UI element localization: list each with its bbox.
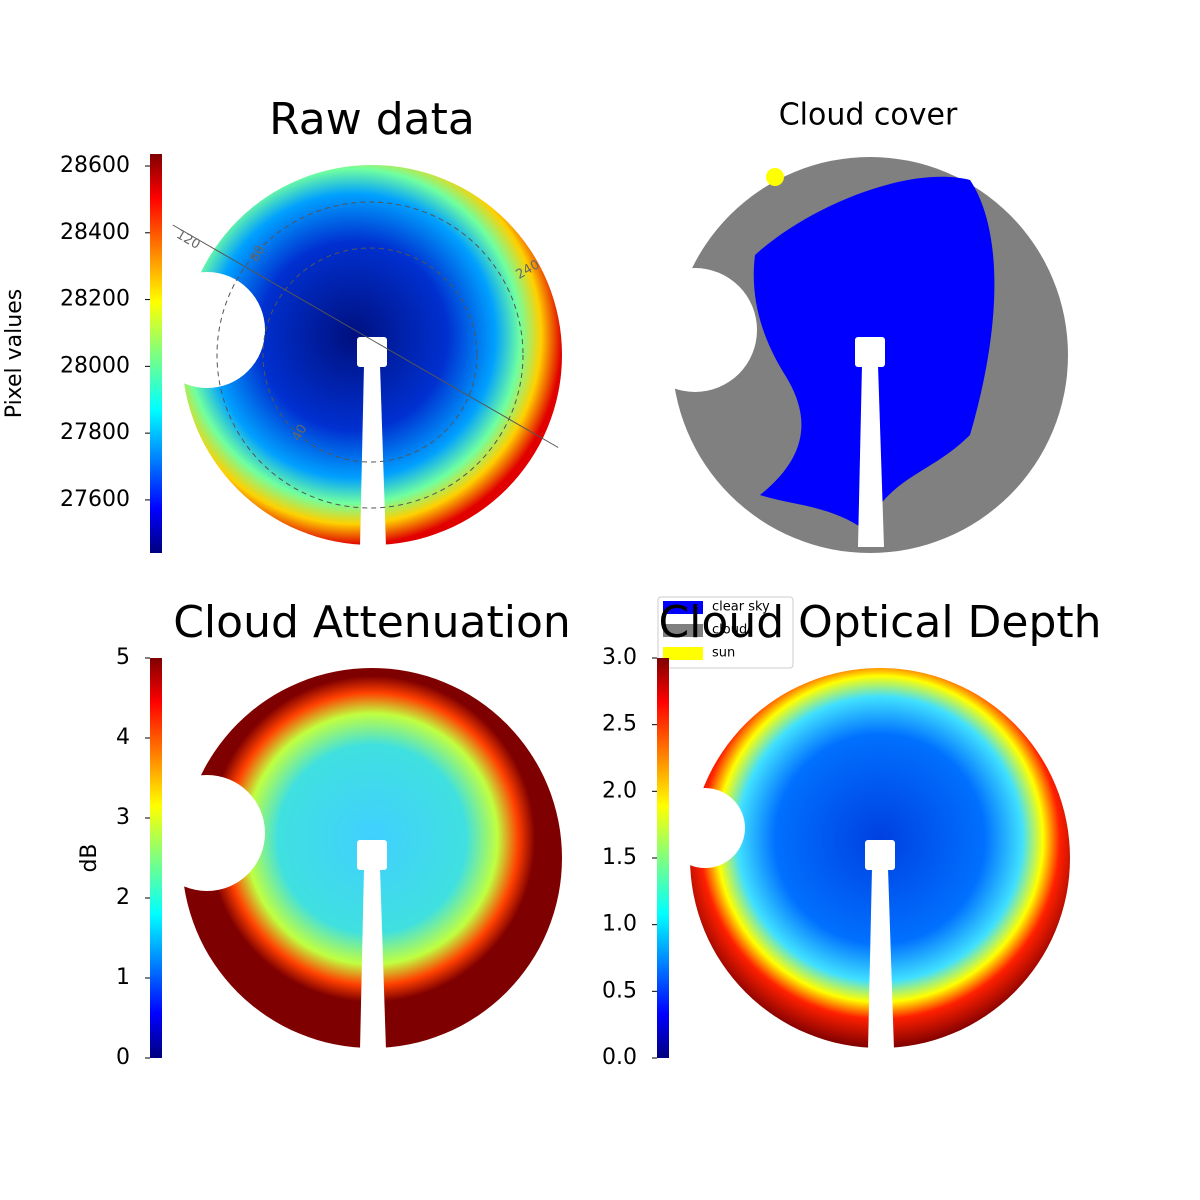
colorbar-tick-label: 1 (116, 965, 130, 990)
polar-label: 80 (247, 243, 268, 265)
image-mask (149, 272, 265, 388)
colorbar-tick-label: 0.5 (602, 978, 637, 1003)
colorbar-label: dB (77, 843, 102, 872)
colorbar (150, 154, 162, 553)
mast-head (357, 840, 387, 870)
colorbar (150, 658, 162, 1058)
colorbar-tick-label: 2.5 (602, 712, 637, 737)
sun-marker (766, 168, 784, 186)
mast-head (855, 337, 885, 367)
colorbar-tick-label: 0 (116, 1045, 130, 1070)
legend-swatch (663, 647, 703, 660)
polar-grid (262, 247, 478, 463)
panel-title: Raw data (269, 94, 475, 145)
colorbar-tick-label: 28000 (60, 353, 130, 378)
colorbar-tick-label: 3 (116, 805, 130, 830)
polar-label: 120 (173, 227, 202, 252)
legend-label: cloud (712, 623, 747, 638)
colorbar-tick-label: 3.0 (602, 645, 637, 670)
mast (868, 868, 894, 1050)
legend-swatch (663, 624, 703, 637)
mast-head (865, 840, 895, 870)
legend-swatch (663, 601, 703, 614)
colorbar-label: Pixel values (2, 289, 27, 418)
panel-title: Cloud Optical Depth (658, 597, 1101, 648)
polar-spoke (371, 339, 559, 448)
polar-label: 40 (289, 422, 310, 444)
colorbar-tick-label: 4 (116, 725, 130, 750)
image-mask (149, 775, 265, 891)
colorbar-tick-label: 28400 (60, 220, 130, 245)
legend-label: sun (712, 646, 735, 661)
colorbar-tick-label: 2.0 (602, 778, 637, 803)
colorbar-tick-label: 1.5 (602, 845, 637, 870)
colorbar-tick-label: 28200 (60, 287, 130, 312)
mast (858, 365, 884, 547)
colorbar (657, 658, 669, 1058)
colorbar-tick-label: 27800 (60, 420, 130, 445)
panel-title: Cloud cover (779, 98, 958, 133)
image-mask (665, 788, 745, 868)
polar-grid (216, 201, 524, 509)
colorbar-tick-label: 0.0 (602, 1045, 637, 1070)
polar-spoke (172, 224, 373, 341)
mast (360, 868, 386, 1050)
panel-title: Cloud Attenuation (173, 597, 571, 648)
mast-head (357, 337, 387, 367)
image-mask (633, 268, 757, 392)
legend-label: clear sky (712, 600, 770, 615)
colorbar-tick-label: 5 (116, 645, 130, 670)
colorbar-tick-label: 2 (116, 885, 130, 910)
colorbar-tick-label: 1.0 (602, 912, 637, 937)
mast (360, 365, 386, 547)
colorbar-tick-label: 27600 (60, 487, 130, 512)
colorbar-tick-label: 28600 (60, 153, 130, 178)
